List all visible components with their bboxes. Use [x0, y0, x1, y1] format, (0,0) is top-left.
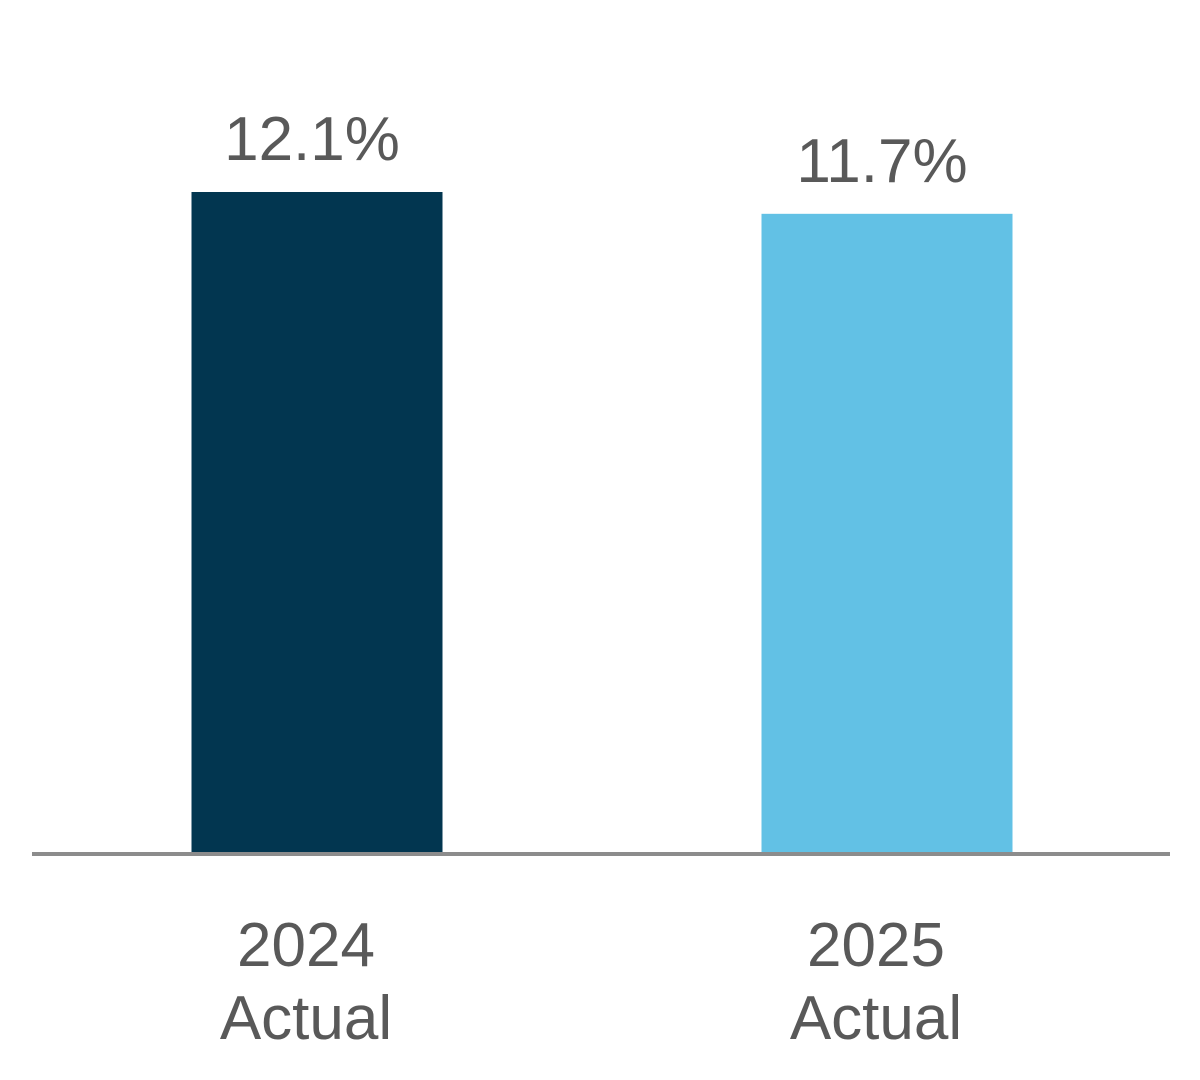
category-label-2024-line-1: 2024: [237, 911, 375, 980]
value-label-2025: 11.7%: [796, 127, 967, 196]
value-label-2024: 12.1%: [224, 105, 400, 174]
bar-2024: [191, 192, 443, 852]
bars-group: [191, 192, 1013, 852]
bar-2025: [761, 213, 1013, 852]
category-label-2025-line-2: Actual: [790, 984, 962, 1053]
category-label-2025-line-1: 2025: [807, 911, 945, 980]
value-labels-group: 12.1% 11.7%: [224, 105, 968, 196]
category-label-2024-line-2: Actual: [220, 984, 392, 1053]
